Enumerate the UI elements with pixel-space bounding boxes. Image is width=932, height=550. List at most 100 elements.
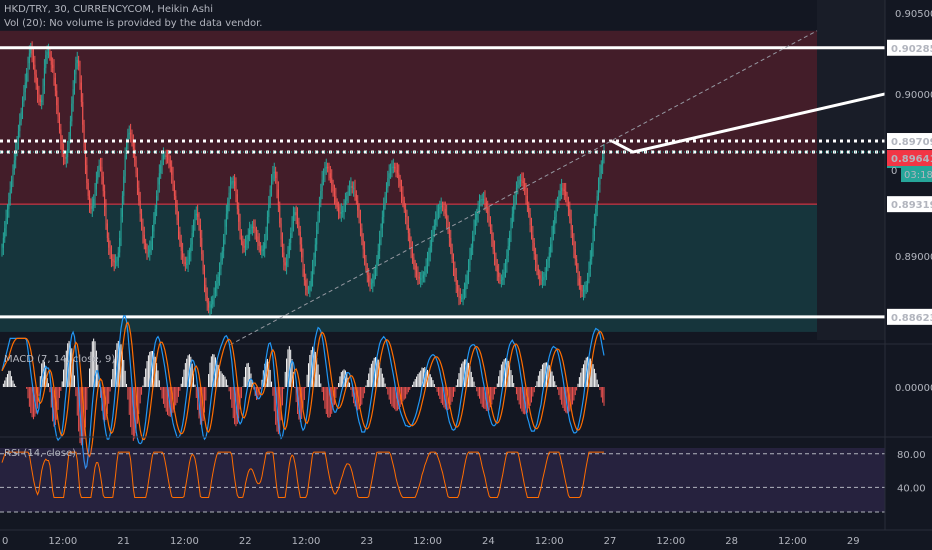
candle-body (45, 55, 47, 68)
candles-layer (1, 41, 605, 317)
candle-body (500, 280, 502, 282)
candle-body (120, 216, 122, 238)
candle-body (95, 179, 97, 190)
candle-body (443, 207, 445, 209)
candle-body (558, 195, 560, 201)
candle-body (264, 242, 266, 250)
candle-body (442, 205, 444, 208)
candle-body (578, 278, 580, 285)
candle-body (470, 247, 472, 256)
candle-body (463, 289, 465, 295)
candle-body (35, 74, 37, 85)
candle-body (547, 260, 549, 268)
candle-body (1, 247, 3, 253)
candle-body (507, 246, 509, 256)
candle-body (313, 257, 315, 269)
candle-body (551, 234, 553, 245)
candle-body (58, 116, 60, 130)
candle-body (295, 212, 297, 216)
candle-body (247, 234, 249, 240)
rsi-line (1, 451, 604, 498)
price-label-box (887, 39, 932, 56)
candle-body (37, 84, 39, 94)
candle-body (273, 171, 275, 174)
candle-body (19, 121, 21, 132)
candle-body (478, 202, 480, 208)
candle-body (414, 265, 416, 271)
candle-body (235, 186, 237, 195)
candle-body (574, 249, 576, 260)
candle-body (410, 242, 412, 250)
candle-body (511, 213, 513, 224)
levels-layer (0, 46, 885, 319)
candle-body (190, 244, 192, 253)
candle-body (301, 244, 303, 258)
candle-body (162, 155, 164, 159)
candle-body (447, 220, 449, 229)
candle-body (269, 189, 271, 204)
candle-body (168, 158, 170, 161)
price-pane[interactable] (0, 0, 885, 340)
candle-body (466, 275, 468, 284)
candle-body (506, 255, 508, 264)
candle-body (132, 140, 134, 149)
candle-body (90, 205, 92, 209)
candle-body (121, 195, 123, 217)
candle-body (61, 142, 63, 153)
candle-body (372, 280, 374, 284)
zones-layer (0, 0, 885, 340)
candle-body (23, 92, 25, 102)
candle-body (541, 280, 543, 282)
candle-body (143, 234, 145, 243)
candle-body (236, 194, 238, 209)
candle-body (592, 234, 594, 248)
candle-body (60, 129, 62, 143)
candle-body (461, 297, 463, 299)
candle-body (297, 215, 299, 222)
countdown-box (901, 166, 932, 183)
candle-body (93, 199, 95, 206)
candle-body (149, 249, 151, 253)
candle-body (432, 229, 434, 238)
candle-body (130, 132, 132, 135)
candle-body (585, 284, 587, 290)
candle-body (34, 64, 36, 75)
future-area (817, 0, 885, 340)
candle-body (184, 262, 186, 264)
candle-body (428, 252, 430, 261)
candle-body (287, 254, 289, 261)
candle-body (344, 200, 346, 206)
candle-body (513, 204, 515, 214)
candle-body (554, 216, 556, 226)
candle-body (576, 259, 578, 269)
candle-body (333, 191, 335, 196)
candle-body (141, 213, 143, 226)
candle-body (587, 278, 589, 285)
candle-body (468, 265, 470, 276)
candle-body (561, 187, 563, 192)
candle-body (473, 226, 475, 237)
candle-body (223, 239, 225, 251)
x-tick-label: 0 (2, 536, 8, 547)
candle-body (421, 278, 423, 280)
candle-body (327, 166, 329, 169)
x-tick-label: 12:00 (535, 536, 564, 547)
candle-body (536, 262, 538, 269)
candle-body (16, 140, 18, 151)
candle-body (440, 205, 442, 208)
candle-body (484, 199, 486, 203)
candle-body (157, 184, 159, 196)
candle-body (563, 189, 565, 192)
time-axis[interactable]: 0 12:00 21 12:00 22 12:00 23 12:00 24 12:00 27 12:0… (2, 536, 860, 547)
candle-body (98, 165, 100, 170)
candle-body (342, 210, 344, 213)
candle-body (302, 257, 304, 269)
price-label: 0.88623 (891, 313, 932, 324)
candle-body (169, 160, 171, 167)
candle-body (197, 213, 199, 217)
candle-body (496, 265, 498, 272)
candle-body (429, 246, 431, 253)
candle-body (180, 241, 182, 251)
candle-body (499, 276, 501, 281)
